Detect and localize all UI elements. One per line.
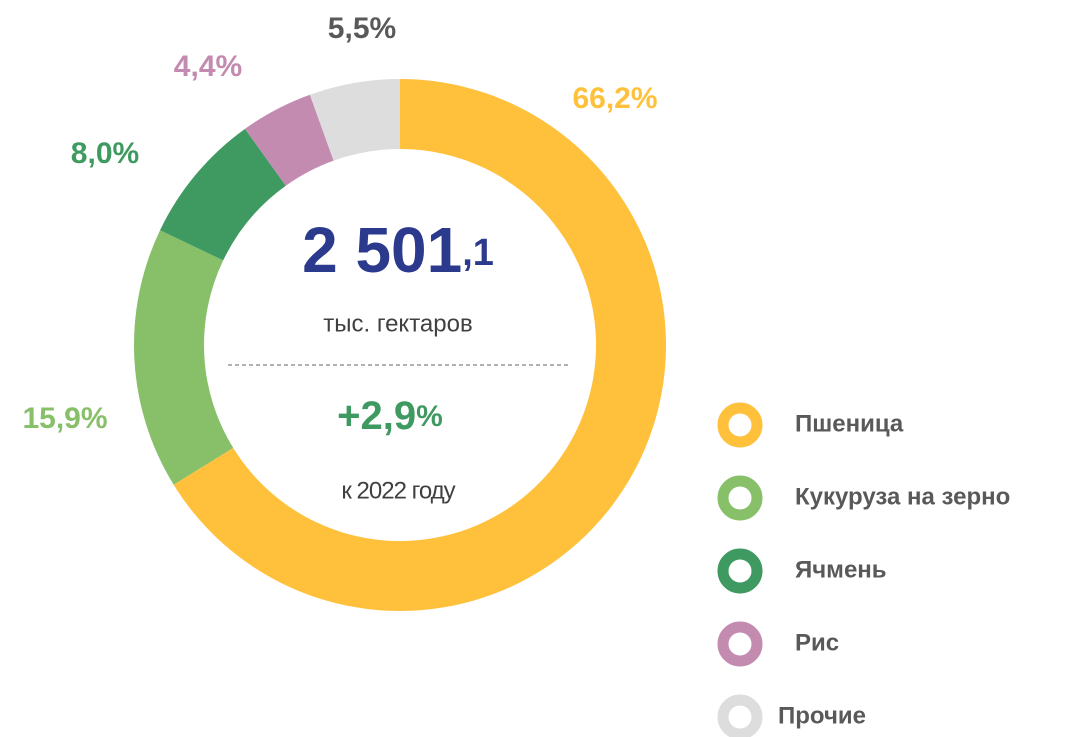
total: 2 501,1: [302, 214, 494, 286]
change: +2,9%: [337, 394, 443, 438]
data-label: 8,0%: [71, 137, 139, 170]
legend-label: Ячмень: [795, 556, 887, 583]
legend-label: Кукуруза на зерно: [795, 483, 1010, 510]
data-label: 15,9%: [22, 402, 107, 435]
donut-segment: [309, 79, 400, 161]
data-label: 4,4%: [174, 50, 242, 83]
legend-marker: [717, 548, 763, 594]
change-note: к 2022 году: [341, 477, 455, 504]
legend-marker: [717, 694, 763, 737]
legend-label: Прочие: [778, 702, 866, 729]
legend-marker: [717, 475, 763, 521]
total-unit: тыс. гектаров: [323, 310, 472, 337]
legend-marker: [717, 621, 763, 667]
donut-segment: [160, 128, 286, 261]
legend-marker: [717, 402, 763, 448]
data-label: 5,5%: [328, 12, 396, 45]
data-label: 66,2%: [572, 82, 657, 115]
legend-label: Рис: [795, 629, 839, 656]
donut-segment: [245, 94, 334, 186]
donut-segment: [133, 230, 234, 485]
legend-label: Пшеница: [795, 410, 904, 437]
